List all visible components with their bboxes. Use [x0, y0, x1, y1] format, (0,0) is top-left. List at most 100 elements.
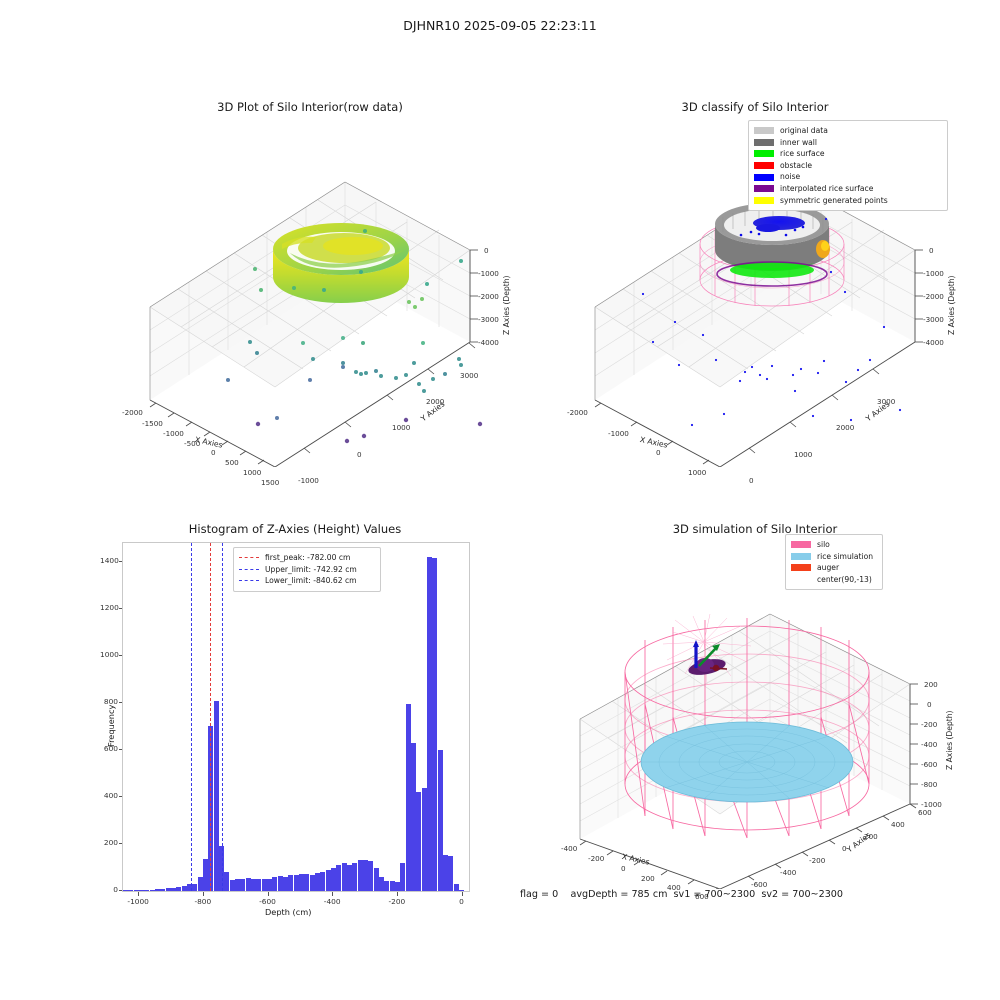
- histogram-xtick-mark: [461, 892, 463, 896]
- legend-label-rice-simulation: rice simulation: [817, 551, 874, 561]
- histogram-bar: [277, 876, 283, 891]
- histogram-vline-first_peak: [209, 543, 211, 891]
- panel4-axes3d[interactable]: [555, 544, 955, 889]
- panel2-axes3d[interactable]: [555, 122, 955, 467]
- panel2-ztick-0: 0: [929, 246, 934, 255]
- histogram-bar: [453, 883, 459, 891]
- legend-label-inner-wall: inner wall: [780, 137, 818, 147]
- panel-histogram: Histogram of Z-Axies (Height) Values 0 20…: [100, 522, 500, 922]
- panel2-xtick-2: 0: [656, 448, 661, 457]
- legend-label-center: center(90,-13): [817, 574, 872, 584]
- panel4-ytick-1: -400: [780, 868, 797, 877]
- histogram-bar: [261, 879, 267, 891]
- histogram-xtick-label: 0: [459, 897, 464, 906]
- histogram-bar: [416, 792, 422, 891]
- histogram-bar: [384, 881, 390, 891]
- legend-item-original-data: original data: [754, 125, 941, 137]
- panel4-xtick-0: -400: [561, 844, 578, 853]
- histogram-bar: [288, 875, 294, 891]
- panel1-xtick-7: 1500: [261, 478, 280, 487]
- histogram-bar: [155, 889, 161, 891]
- legend-swatch-symmetric-generated-points: [754, 196, 774, 204]
- histogram-bar: [235, 878, 241, 891]
- histogram-bar: [240, 879, 246, 891]
- histogram-bar: [309, 874, 315, 891]
- histogram-bar: [139, 890, 145, 891]
- panel1-ytick-3: 2000: [426, 397, 445, 406]
- figure-suptitle: DJHNR10 2025-09-05 22:23:11: [403, 18, 597, 33]
- legend-item-center: center(90,-13): [791, 574, 876, 586]
- panel4-ytick-5: 400: [891, 820, 905, 829]
- legend-label-symmetric-generated-points: symmetric generated points: [780, 195, 888, 205]
- legend-label-noise: noise: [780, 172, 801, 182]
- histogram-bar: [427, 556, 433, 891]
- histogram-bar: [299, 874, 305, 891]
- histogram-bar: [192, 883, 198, 891]
- panel1-ytick-4: 3000: [460, 371, 479, 380]
- panel1-ztick-2: -2000: [478, 292, 499, 301]
- legend-swatch-obstacle: [754, 162, 774, 170]
- legend-label-lower-limit: Lower_limit: -840.62 cm: [265, 576, 357, 586]
- panel1-xtick-5: 500: [225, 458, 239, 467]
- panel4-xtick-2: 0: [621, 864, 626, 873]
- legend-item-symmetric-generated-points: symmetric generated points: [754, 195, 941, 207]
- panel4-ytick-4: 200: [864, 832, 878, 841]
- histogram-bar: [203, 859, 209, 891]
- legend-label-interpolated-rice-surface: interpolated rice surface: [780, 183, 874, 193]
- histogram-xlabel: Depth (cm): [265, 907, 312, 917]
- histogram-bar: [347, 865, 353, 891]
- histogram-xtick-mark: [332, 892, 334, 896]
- legend-swatch-interpolated-rice-surface: [754, 185, 774, 193]
- legend-item-interpolated-rice-surface: interpolated rice surface: [754, 183, 941, 195]
- histogram-ytick-mark: [118, 607, 122, 609]
- panel2-xtick-3: 1000: [688, 468, 707, 477]
- panel4-zlabel: Z Axies (Depth): [945, 710, 954, 770]
- histogram-ytick-label: 400: [103, 790, 118, 800]
- panel1-xtick-0: -2000: [122, 408, 143, 417]
- panel1-ytick-2: 1000: [392, 423, 411, 432]
- histogram-ytick-mark: [118, 654, 122, 656]
- histogram-bar: [368, 861, 374, 891]
- panel1-axes3d[interactable]: [110, 122, 510, 467]
- legend-swatch-inner-wall: [754, 138, 774, 146]
- histogram-bar: [149, 889, 155, 891]
- histogram-bar: [341, 862, 347, 891]
- histogram-plot-area[interactable]: [122, 542, 470, 892]
- histogram-xtick-label: -800: [194, 897, 212, 906]
- legend-swatch-noise: [754, 173, 774, 181]
- histogram-bar: [213, 700, 219, 891]
- histogram-bars: [123, 543, 469, 891]
- panel4-title: 3D simulation of Silo Interior: [672, 522, 838, 536]
- histogram-bar: [128, 890, 134, 891]
- legend-item-upper-limit: Upper_limit: -742.92 cm: [239, 564, 374, 576]
- histogram-bar: [373, 868, 379, 891]
- histogram-axes[interactable]: 0 200 400 600 800 1000 1200 1400 -1000 -800 -600 -…: [100, 522, 500, 922]
- panel4-ztick-2: -200: [921, 720, 938, 729]
- panel1-xtick-2: -1000: [163, 429, 184, 438]
- histogram-bar: [208, 726, 214, 891]
- histogram-ytick-label: 1200: [100, 602, 119, 612]
- histogram-vline-Lower_limit: [190, 543, 192, 891]
- legend-swatch-rice-simulation: [791, 552, 811, 560]
- histogram-bar: [411, 742, 417, 891]
- legend-item-lower-limit: Lower_limit: -840.62 cm: [239, 575, 374, 587]
- histogram-ytick-mark: [118, 701, 122, 703]
- legend-label-silo: silo: [817, 540, 830, 549]
- histogram-bar: [320, 871, 326, 891]
- histogram-bar: [144, 890, 150, 891]
- panel-3d-classify: 3D classify of Silo Interior: [555, 100, 956, 485]
- histogram-bar: [352, 863, 358, 891]
- panel2-ztick-2: -2000: [923, 292, 944, 301]
- legend-label-rice-surface: rice surface: [780, 149, 825, 159]
- legend-item-auger: auger: [791, 562, 876, 574]
- legend-swatch-auger: [791, 564, 811, 572]
- panel1-xtick-4: 0: [211, 448, 216, 457]
- histogram-ytick-mark: [118, 842, 122, 844]
- panel4-ytick-3: 0: [842, 844, 847, 853]
- legend-item-noise: noise: [754, 171, 941, 183]
- panel-3d-raw: 3D Plot of Silo Interior(row data): [110, 100, 511, 487]
- histogram-bar: [256, 879, 262, 891]
- histogram-xtick-mark: [396, 892, 398, 896]
- panel2-ytick-0: 0: [749, 476, 754, 485]
- panel2-ytick-2: 2000: [836, 423, 855, 432]
